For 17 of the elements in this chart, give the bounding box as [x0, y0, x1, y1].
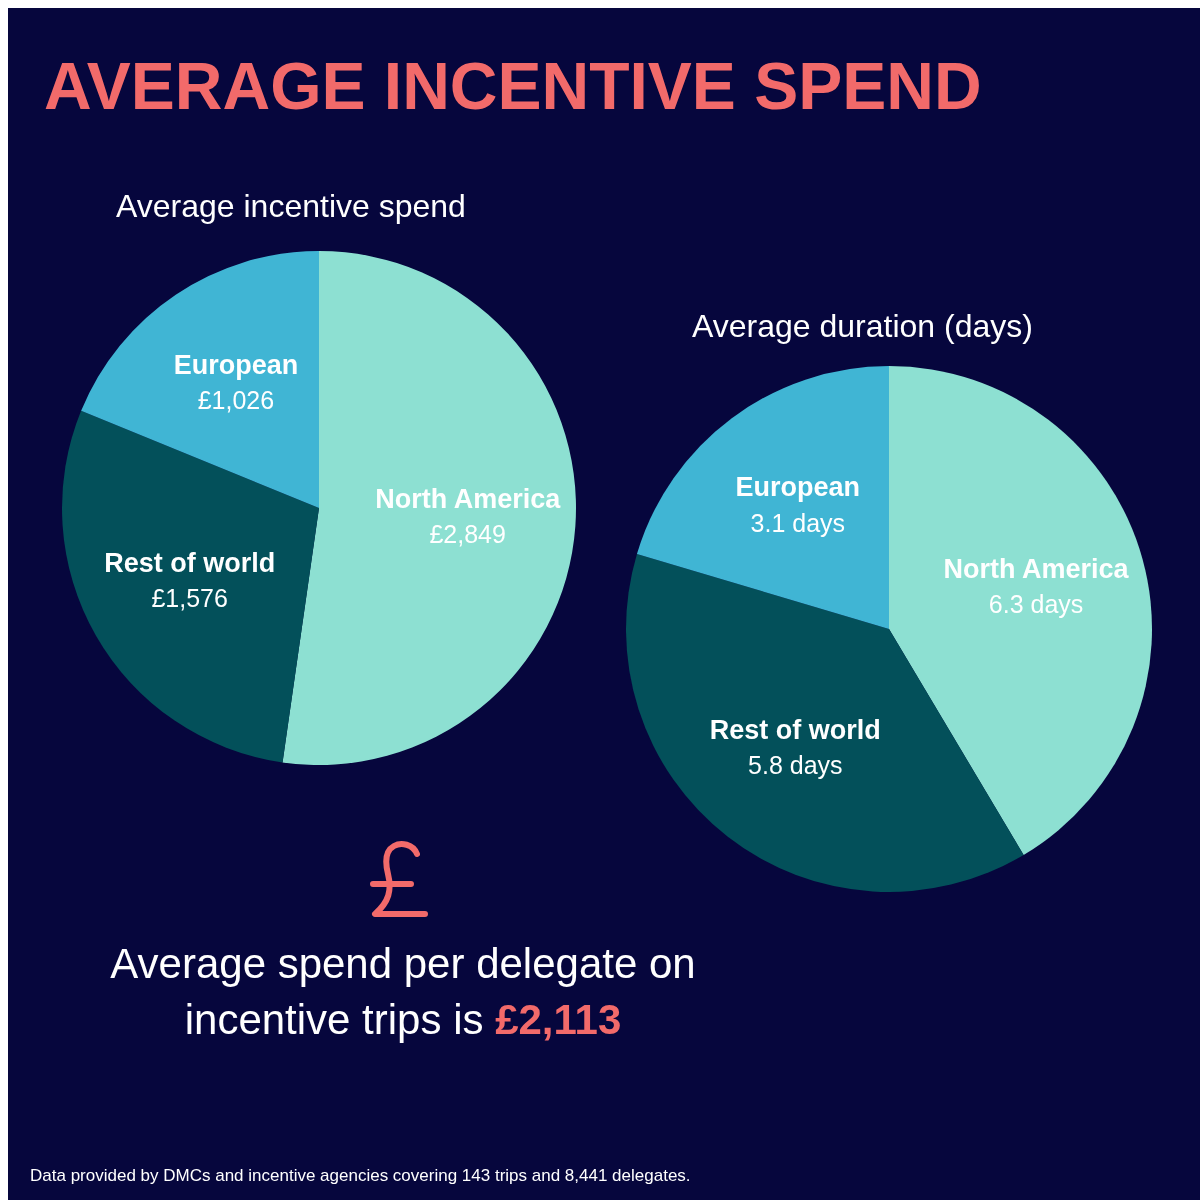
text: Average spend per delegate on incentive trips is £2,113: [110, 940, 696, 1043]
slice-label: European: [735, 472, 861, 503]
data-label: 6.3 days: [988, 590, 1084, 619]
slice-label: Rest of world: [104, 547, 276, 578]
chart-title: Average incentive spend: [116, 188, 466, 225]
slice-label: Rest of world: [709, 714, 881, 745]
text: Data provided by DMCs and incentive agencies covering 143 trips and 8,441 delegates.: [30, 1166, 691, 1186]
slice-label: European: [173, 349, 299, 380]
slice-label: North America: [943, 553, 1130, 584]
data-label: £1,576: [151, 583, 228, 612]
data-label: 5.8 days: [748, 751, 843, 780]
data-label: 3.1 days: [750, 508, 846, 537]
chart-title: Average duration (days): [692, 308, 1033, 345]
text: AVERAGE INCENTIVE SPEND: [44, 48, 982, 124]
slice-label: North America: [375, 484, 562, 515]
data-label: £2,849: [429, 520, 506, 549]
data-label: £1,026: [197, 386, 275, 415]
